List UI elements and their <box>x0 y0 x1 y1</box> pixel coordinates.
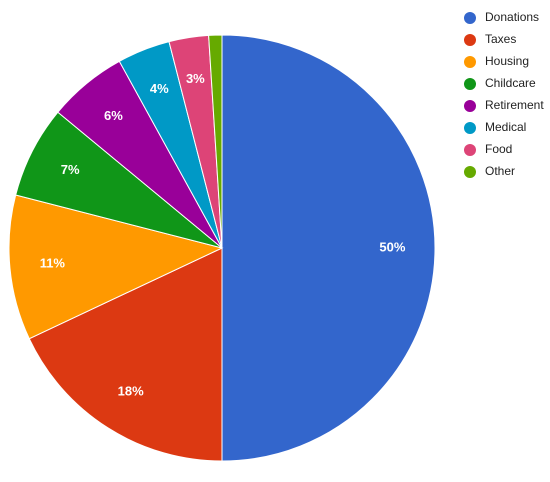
pie-slice <box>208 34 223 249</box>
pie-slice <box>8 194 224 340</box>
legend-marker <box>464 34 476 46</box>
legend-label: Retirement <box>485 98 544 112</box>
legend-marker <box>464 144 476 156</box>
slice-label: 50% <box>379 239 405 254</box>
pie-slice <box>28 247 223 462</box>
legend-label: Childcare <box>485 76 536 90</box>
slice-label: 6% <box>104 108 123 123</box>
slice-label: 11% <box>40 255 66 270</box>
slice-label: 7% <box>61 162 80 177</box>
legend-label: Medical <box>485 120 526 134</box>
legend-label: Food <box>485 142 512 156</box>
legend-marker <box>464 56 476 68</box>
legend-marker <box>464 166 476 178</box>
legend-marker <box>464 122 476 134</box>
slice-label: 4% <box>150 81 169 96</box>
pie-slice <box>221 34 436 462</box>
slice-label: 18% <box>118 383 144 398</box>
legend-marker <box>464 78 476 90</box>
legend-label: Other <box>485 164 515 178</box>
legend-marker <box>464 12 476 24</box>
slice-label: 3% <box>186 71 205 86</box>
legend-label: Donations <box>485 10 539 24</box>
legend-marker <box>464 100 476 112</box>
legend-label: Housing <box>485 54 529 68</box>
legend-label: Taxes <box>485 32 516 46</box>
